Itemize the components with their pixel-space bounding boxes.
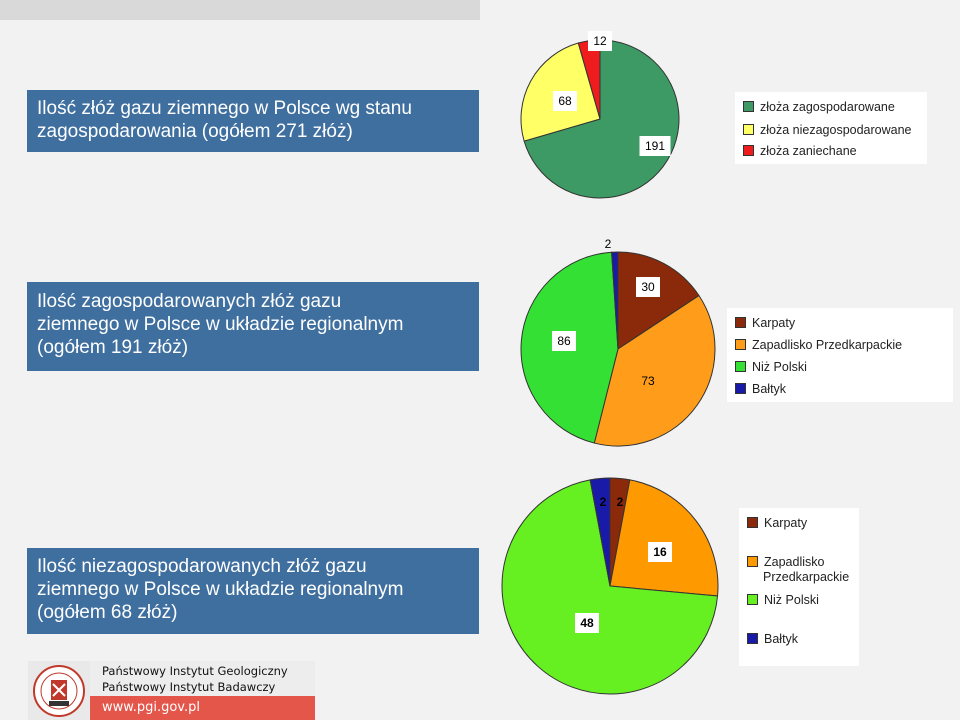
- chart1-title-line: Ilość złóż gazu ziemnego w Polsce wg sta…: [37, 98, 412, 119]
- legend-item: Karpaty: [735, 316, 795, 330]
- pie-slice: [593, 294, 716, 447]
- legend-label: Zapadlisko: [764, 555, 825, 569]
- chart3-title-line: Ilość niezagospodarowanych złóż gazu: [37, 556, 367, 577]
- legend-item: Niż Polski: [735, 360, 807, 374]
- legend-swatch: [743, 124, 754, 135]
- pie-slice: [523, 39, 680, 199]
- legend-swatch: [743, 145, 754, 156]
- legend-swatch: [735, 383, 746, 394]
- data-label: 48: [580, 616, 594, 630]
- data-label: 30: [641, 280, 655, 294]
- legend-item: Zapadlisko Przedkarpackie: [735, 338, 902, 352]
- legend-label: Bałtyk: [764, 632, 799, 646]
- legend-swatch: [735, 339, 746, 350]
- legend-swatch: [747, 594, 758, 605]
- pie-slice: [611, 251, 619, 350]
- chart2-title: Ilość zagospodarowanych złóż gazu ziemne…: [27, 282, 479, 371]
- chart3-title: Ilość niezagospodarowanych złóż gazu zie…: [27, 548, 479, 634]
- legend-item: Karpaty: [747, 516, 807, 530]
- chart3-legend: Karpaty Zapadlisko Przedkarpackie Niż Po…: [739, 508, 859, 666]
- institute-name: Państwowy Instytut Geologiczny Państwowy…: [90, 661, 315, 696]
- chart2-legend: Karpaty Zapadlisko Przedkarpackie Niż Po…: [727, 308, 953, 402]
- data-label: 191: [645, 139, 665, 153]
- chart2-title-line: (ogółem 191 złóż): [37, 337, 189, 358]
- chart2-title-line: ziemnego w Polsce w układzie regionalnym: [37, 314, 404, 335]
- legend-swatch: [743, 101, 754, 112]
- legend-item: Przedkarpackie: [763, 570, 849, 584]
- legend-swatch: [747, 517, 758, 528]
- website-link[interactable]: www.pgi.gov.pl: [90, 696, 315, 720]
- data-label-bg: [639, 136, 671, 156]
- legend-item: złoża zaniechane: [743, 144, 857, 158]
- data-label: 68: [558, 94, 572, 108]
- pie-slice: [609, 479, 719, 597]
- legend-label: Niż Polski: [752, 360, 807, 374]
- data-label-bg: [552, 331, 576, 351]
- top-bar: [0, 0, 480, 20]
- pie-slice: [501, 479, 719, 695]
- legend-label: złoża zaniechane: [760, 144, 857, 158]
- pie-slice: [617, 251, 700, 350]
- legend-item: złoża niezagospodarowane: [743, 123, 912, 137]
- chart3-title-line: ziemnego w Polsce w układzie regionalnym: [37, 579, 404, 600]
- legend-item: Bałtyk: [747, 632, 798, 646]
- data-label: 73: [641, 374, 655, 388]
- legend-label: Bałtyk: [752, 382, 787, 396]
- legend-item: Bałtyk: [735, 382, 786, 396]
- legend-label: Niż Polski: [764, 593, 819, 607]
- institute-logo-icon: [33, 665, 85, 717]
- data-label: 12: [593, 34, 607, 48]
- legend-swatch: [735, 317, 746, 328]
- data-label-bg: [648, 542, 672, 562]
- data-label-bg: [588, 31, 612, 51]
- legend-label: Karpaty: [764, 516, 808, 530]
- data-label: 2: [617, 495, 624, 509]
- legend-item: złoża zagospodarowane: [743, 100, 895, 114]
- data-label-bg: [553, 91, 577, 111]
- legend-label: złoża zagospodarowane: [760, 100, 895, 114]
- chart3-title-line: (ogółem 68 złóż): [37, 602, 178, 623]
- chart1-title-line: zagospodarowania (ogółem 271 złóż): [37, 121, 353, 142]
- data-label: 2: [605, 237, 612, 251]
- data-label: 16: [653, 545, 667, 559]
- legend-label: złoża niezagospodarowane: [760, 123, 912, 137]
- pie-slice: [589, 477, 611, 587]
- legend-label: Zapadlisko Przedkarpackie: [752, 338, 903, 352]
- chart2-title-line: Ilość zagospodarowanych złóż gazu: [37, 291, 342, 312]
- data-label-bg: [575, 613, 599, 633]
- legend-swatch: [747, 556, 758, 567]
- data-label: 86: [557, 334, 571, 348]
- legend-label: Przedkarpackie: [763, 570, 850, 584]
- institute-name-line: Państwowy Instytut Geologiczny: [102, 664, 288, 678]
- institute-name-line: Państwowy Instytut Badawczy: [102, 680, 276, 694]
- data-label-bg: [636, 277, 660, 297]
- chart1-legend: złoża zagospodarowane złoża niezagospoda…: [735, 92, 927, 164]
- legend-swatch: [747, 633, 758, 644]
- legend-item: Niż Polski: [747, 593, 819, 607]
- footer: Państwowy Instytut Geologiczny Państwowy…: [28, 661, 315, 720]
- logo-area: [28, 661, 90, 720]
- chart1-title: Ilość złóż gazu ziemnego w Polsce wg sta…: [27, 90, 479, 152]
- legend-label: Karpaty: [752, 316, 796, 330]
- legend-item: Zapadlisko: [747, 555, 824, 569]
- data-label: 2: [600, 495, 607, 509]
- legend-swatch: [735, 361, 746, 372]
- chart3-pie: 2 16 48 2: [501, 477, 719, 695]
- chart1-pie: 191 68 12: [520, 31, 680, 199]
- chart2-pie: 30 73 86 2: [520, 237, 716, 447]
